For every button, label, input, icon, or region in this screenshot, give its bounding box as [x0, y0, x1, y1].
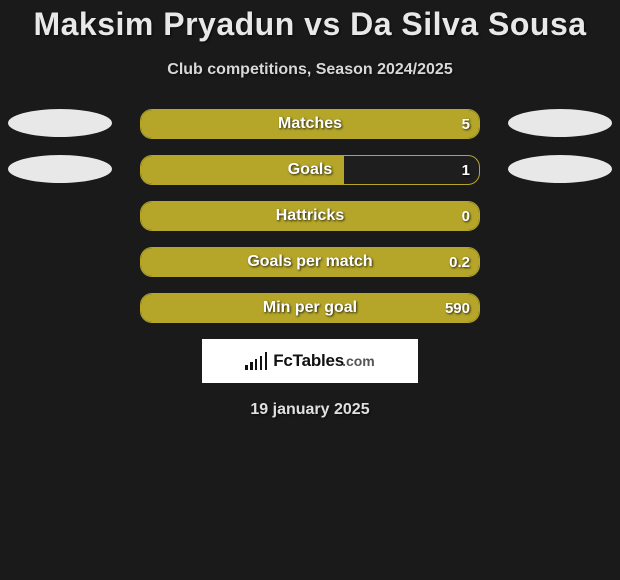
bar-track — [140, 109, 480, 139]
player-oval-left — [8, 109, 112, 137]
player-oval-right — [508, 109, 612, 137]
bar-fill — [141, 110, 479, 138]
logo-box: FcTables.com — [202, 339, 418, 383]
logo-brand: FcTables — [273, 351, 344, 370]
stat-row: Goals per match0.2 — [0, 247, 620, 277]
bar-fill — [141, 294, 479, 322]
logo-bar-segment — [250, 362, 252, 370]
bar-track — [140, 155, 480, 185]
stat-row: Hattricks0 — [0, 201, 620, 231]
logo-suffix: .com — [342, 353, 375, 369]
bar-fill — [141, 156, 344, 184]
stat-row: Min per goal590 — [0, 293, 620, 323]
player-oval-right — [508, 155, 612, 183]
bar-fill — [141, 202, 479, 230]
bar-track — [140, 201, 480, 231]
bar-track — [140, 293, 480, 323]
logo-bar-segment — [265, 352, 267, 370]
logo-bar-segment — [245, 365, 247, 370]
logo-bar-segment — [260, 356, 262, 370]
bar-fill — [141, 248, 479, 276]
bar-track — [140, 247, 480, 277]
stat-row: Goals1 — [0, 155, 620, 185]
logo-bars-icon — [245, 352, 267, 370]
stat-row: Matches5 — [0, 109, 620, 139]
page-title: Maksim Pryadun vs Da Silva Sousa — [0, 0, 620, 43]
logo-bar-segment — [255, 359, 257, 370]
player-oval-left — [8, 155, 112, 183]
logo-text: FcTables.com — [273, 351, 375, 371]
date-label: 19 january 2025 — [0, 401, 620, 419]
stats-rows: Matches5 Goals1 Hattricks0 Goals per match0… — [0, 109, 620, 323]
subtitle: Club competitions, Season 2024/2025 — [0, 61, 620, 79]
